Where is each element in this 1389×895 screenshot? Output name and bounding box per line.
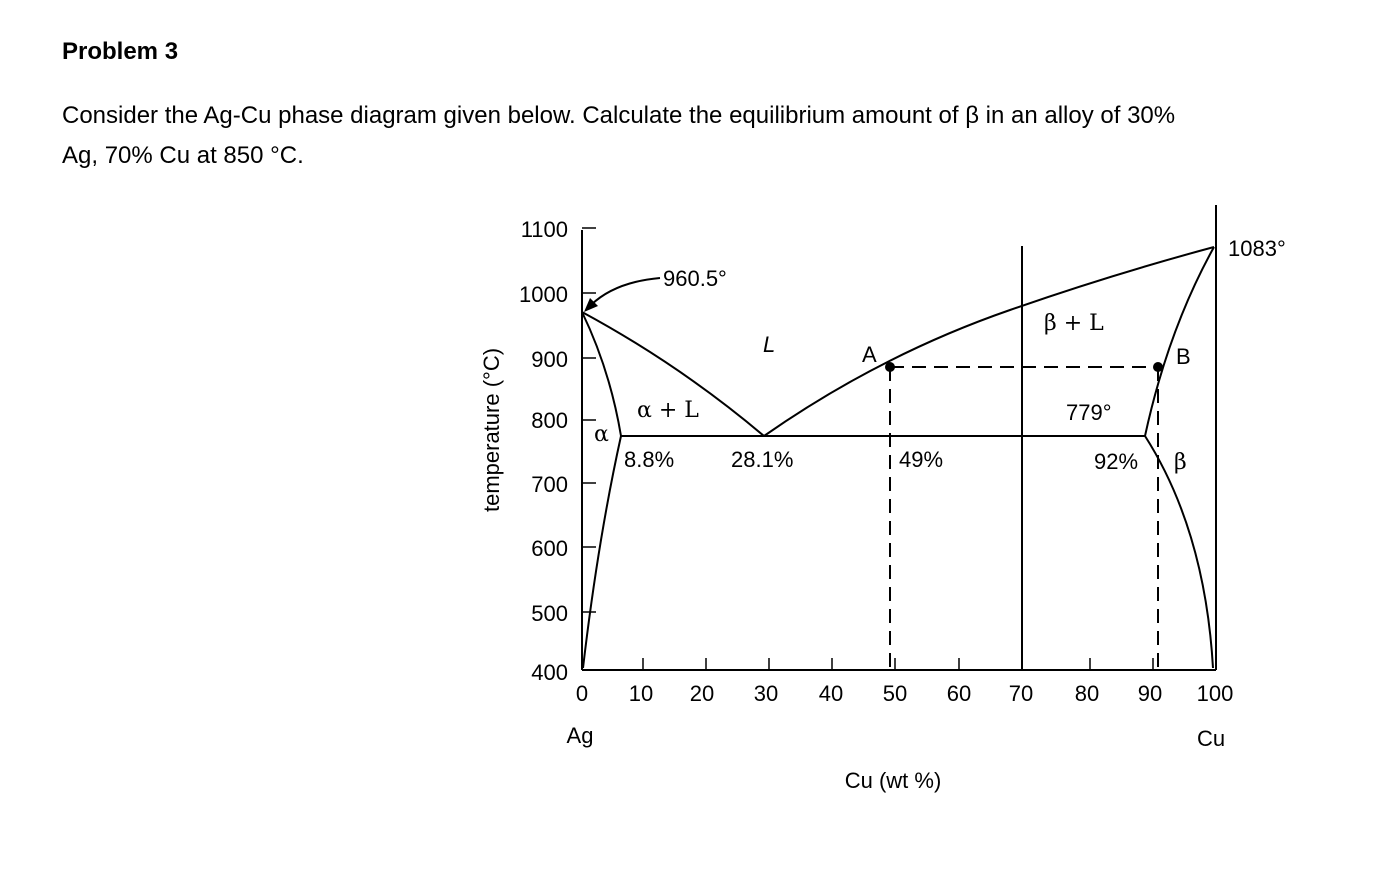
- solvus-cu-side: [1144, 435, 1214, 669]
- y-tick-600: 600: [531, 536, 568, 561]
- y-axis-label: temperature (°C): [479, 348, 504, 512]
- point-b-label: B: [1176, 344, 1191, 369]
- x-tick-70: 70: [1009, 681, 1033, 706]
- x-tick-60: 60: [947, 681, 971, 706]
- ag-label: Ag: [567, 723, 594, 748]
- region-alpha-liquid-label: α + L: [637, 398, 699, 423]
- y-tick-800: 800: [531, 408, 568, 433]
- x-tick-0: 0: [576, 681, 588, 706]
- melting-point-arrow: [590, 277, 661, 306]
- region-beta-liquid-label: β + L: [1044, 311, 1104, 336]
- x-axis-label: Cu (wt %): [845, 768, 942, 793]
- problem-question: Consider the Ag-Cu phase diagram given b…: [62, 96, 1332, 176]
- solidus-ag-side: [581, 311, 622, 437]
- point-b-marker: [1153, 362, 1163, 372]
- point-a-marker: [885, 362, 895, 372]
- problem-heading: Problem 3: [62, 38, 179, 65]
- ag-melting-label: 960.5°: [663, 266, 727, 291]
- eutectic-temp-label: 779°: [1066, 400, 1112, 425]
- eutectic-comp-label: 28.1%: [731, 447, 793, 472]
- alpha-solvus-label: 8.8%: [624, 447, 674, 472]
- y-tick-400: 400: [531, 660, 568, 685]
- point-49-label: 49%: [899, 447, 943, 472]
- y-tick-900: 900: [531, 347, 568, 372]
- y-tick-700: 700: [531, 472, 568, 497]
- x-tick-100: 100: [1197, 681, 1234, 706]
- y-tick-1000: 1000: [519, 282, 568, 307]
- y-tick-500: 500: [531, 601, 568, 626]
- question-line-1: Consider the Ag-Cu phase diagram given b…: [62, 102, 1176, 129]
- y-tick-marks: [582, 227, 596, 613]
- liquidus-ag-side: [581, 311, 765, 437]
- beta-solvus-label: 92%: [1094, 449, 1138, 474]
- phase-boundaries: [581, 246, 1215, 670]
- point-a-label: A: [862, 342, 877, 367]
- x-tick-50: 50: [883, 681, 907, 706]
- x-tick-80: 80: [1075, 681, 1099, 706]
- arrow-head-icon: [584, 298, 598, 312]
- solidus-cu-side: [1144, 246, 1215, 437]
- tie-line-group: [889, 366, 1159, 670]
- region-beta-label: β: [1174, 450, 1187, 475]
- y-tick-1100: 1100: [521, 217, 568, 242]
- cu-label: Cu: [1197, 726, 1225, 751]
- region-liquid-label: L: [763, 332, 775, 357]
- x-tick-10: 10: [629, 681, 653, 706]
- cu-melting-label: 1083°: [1228, 236, 1286, 261]
- x-tick-30: 30: [754, 681, 778, 706]
- x-tick-20: 20: [690, 681, 714, 706]
- liquidus-cu-side: [763, 246, 1215, 437]
- region-alpha-label: α: [594, 422, 609, 447]
- x-tick-marks: [642, 658, 1154, 670]
- solvus-ag-side: [582, 435, 622, 669]
- question-line-2: Ag, 70% Cu at 850 °C.: [62, 142, 304, 169]
- x-tick-40: 40: [819, 681, 843, 706]
- x-tick-90: 90: [1138, 681, 1162, 706]
